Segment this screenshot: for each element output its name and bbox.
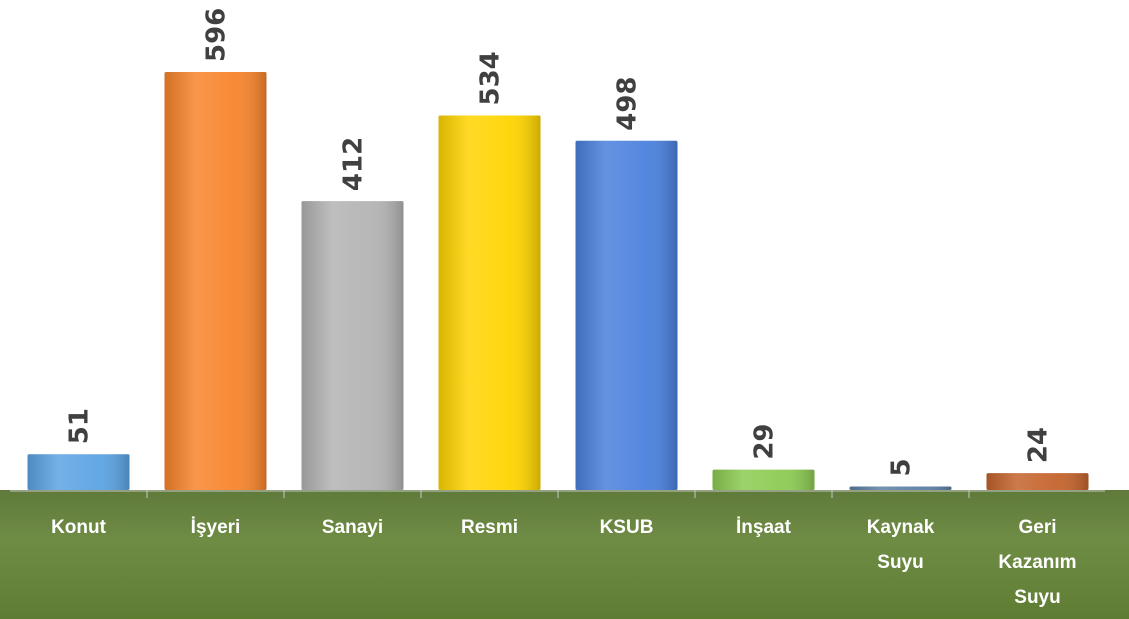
bar-shade bbox=[987, 473, 1089, 490]
bar-shade bbox=[28, 454, 130, 490]
x-tick-label: Geri Kazanım Suyu bbox=[983, 510, 1093, 615]
x-tick-label: Resmi bbox=[435, 510, 545, 545]
bar-shade bbox=[576, 141, 678, 490]
x-tick-label: KSUB bbox=[572, 510, 682, 545]
bar-shade bbox=[302, 201, 404, 490]
value-label: 24 bbox=[1024, 427, 1054, 463]
x-tick-label: Sanayi bbox=[298, 510, 408, 545]
x-tick-label: İşyeri bbox=[161, 510, 271, 545]
bar-shade bbox=[165, 72, 267, 490]
x-tick-label: İnşaat bbox=[709, 510, 819, 545]
bar-shade bbox=[713, 470, 815, 490]
value-label: 51 bbox=[65, 408, 95, 444]
chart: 51 596 412 534 498 29 5 24 Konut İşyeri Sanayi Res… bbox=[0, 0, 1129, 619]
x-tick-label: Kaynak Suyu bbox=[846, 510, 956, 580]
bar-shade bbox=[850, 486, 952, 490]
value-label: 29 bbox=[750, 423, 780, 459]
bar-shade bbox=[439, 116, 541, 490]
value-label: 5 bbox=[887, 458, 917, 476]
value-label: 498 bbox=[613, 76, 643, 130]
value-label: 596 bbox=[202, 8, 232, 62]
value-label: 534 bbox=[476, 51, 506, 105]
value-label: 412 bbox=[339, 137, 369, 191]
x-tick-label: Konut bbox=[24, 510, 134, 545]
